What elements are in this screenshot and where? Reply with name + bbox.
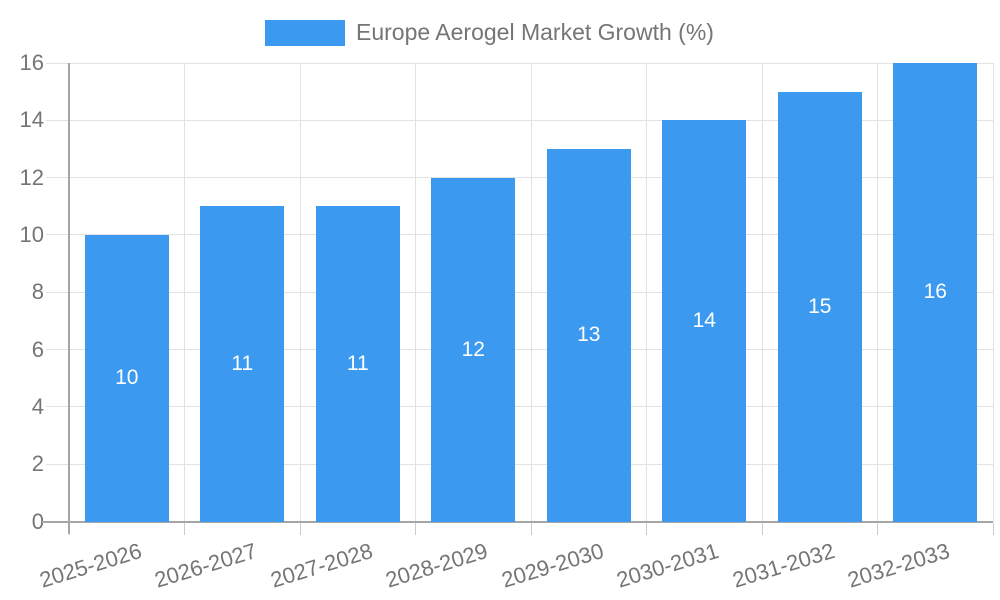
- x-tick-mark: [646, 522, 647, 535]
- bar-value-label: 11: [346, 351, 369, 375]
- bar-value-label: 12: [461, 337, 485, 361]
- bar-value-label: 10: [115, 366, 139, 390]
- x-gridline: [184, 63, 185, 522]
- y-axis-tick-label: 10: [19, 221, 44, 247]
- bar-value-label: 15: [808, 294, 832, 318]
- x-gridline: [299, 63, 301, 522]
- bar[interactable]: [200, 206, 285, 522]
- y-gridline: [46, 406, 993, 408]
- x-axis-tick-label: 2028-2029: [382, 537, 491, 593]
- bar[interactable]: [546, 148, 631, 522]
- x-axis-tick-label: 2032-2033: [844, 537, 953, 593]
- x-axis-tick-label: 2025-2026: [36, 537, 145, 593]
- y-axis-tick-label: 12: [19, 164, 44, 190]
- bar-value-label: 11: [231, 351, 254, 375]
- bar[interactable]: [84, 234, 169, 522]
- y-gridline: [46, 119, 993, 121]
- y-gridline: [46, 349, 993, 351]
- x-tick-mark: [530, 522, 532, 535]
- x-gridline: [761, 63, 763, 522]
- x-axis-tick-label: 2029-2030: [498, 537, 607, 593]
- legend-label: Europe Aerogel Market Growth (%): [356, 19, 714, 45]
- y-axis-tick-label: 0: [31, 508, 44, 534]
- bar[interactable]: [315, 206, 400, 522]
- y-axis-line: [68, 63, 70, 534]
- y-gridline: [46, 463, 993, 465]
- bar-value-label: 16: [923, 280, 947, 304]
- x-gridline: [646, 63, 647, 522]
- y-axis-tick-label: 8: [31, 279, 44, 305]
- y-gridline: [46, 291, 993, 293]
- x-axis-tick-label: 2026-2027: [151, 537, 260, 593]
- x-tick-mark: [415, 522, 416, 535]
- x-axis-tick-label: 2030-2031: [613, 537, 722, 593]
- bar-value-label: 14: [692, 308, 716, 332]
- y-axis-tick-label: 16: [19, 50, 44, 75]
- bar[interactable]: [893, 63, 978, 522]
- bar[interactable]: [431, 177, 516, 522]
- y-axis-tick-label: 2: [31, 451, 44, 477]
- x-gridline: [992, 63, 994, 522]
- x-tick-mark: [299, 522, 301, 535]
- bar[interactable]: [777, 91, 862, 522]
- legend[interactable]: Europe Aerogel Market Growth (%): [265, 19, 714, 46]
- y-gridline: [46, 62, 993, 64]
- bar[interactable]: [662, 120, 747, 522]
- x-tick-mark: [992, 522, 994, 535]
- y-gridline: [46, 177, 993, 179]
- y-gridline: [46, 234, 993, 236]
- x-gridline: [877, 63, 878, 522]
- x-gridline: [530, 63, 532, 522]
- x-gridline: [415, 63, 416, 522]
- x-tick-mark: [184, 522, 185, 535]
- legend-swatch-icon: [265, 19, 345, 46]
- x-axis-tick-label: 2027-2028: [267, 537, 376, 593]
- y-axis-tick-label: 6: [31, 336, 44, 362]
- x-tick-mark: [877, 522, 878, 535]
- y-axis-tick-label: 4: [31, 393, 44, 419]
- y-axis-tick-label: 14: [19, 107, 44, 133]
- x-tick-mark: [761, 522, 763, 535]
- x-axis-tick-label: 2031-2032: [729, 537, 838, 593]
- bar-value-label: 13: [577, 323, 601, 347]
- x-axis-line: [42, 520, 993, 523]
